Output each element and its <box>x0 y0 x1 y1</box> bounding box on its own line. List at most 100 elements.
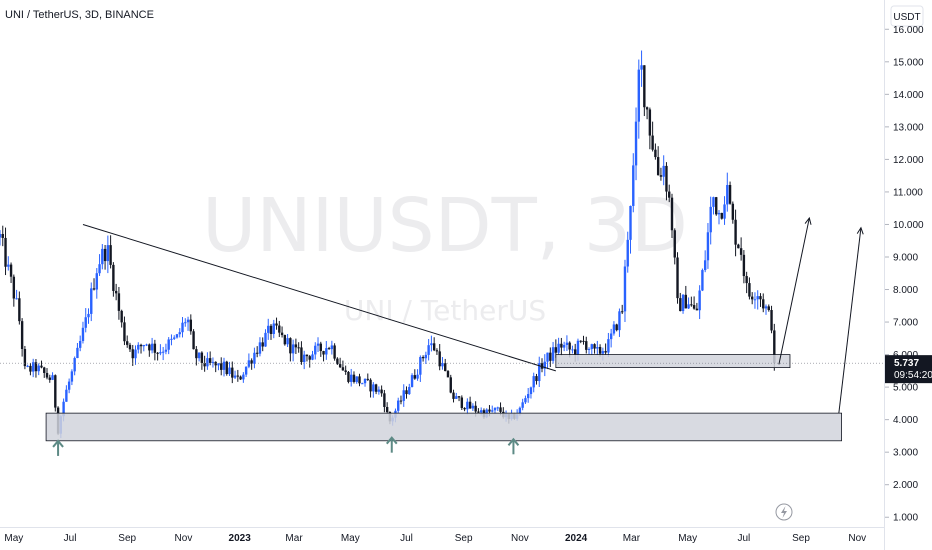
up-arrow-icon[interactable] <box>52 439 64 456</box>
candle <box>117 286 121 320</box>
candle <box>70 369 74 386</box>
candle <box>737 243 740 249</box>
candle <box>759 293 762 307</box>
currency-label[interactable]: USDT <box>890 5 924 27</box>
candle <box>452 389 455 403</box>
price-tick-label: 10.000 <box>893 220 924 231</box>
up-arrow-icon[interactable] <box>507 437 520 455</box>
candle <box>618 308 621 337</box>
candle <box>186 316 190 331</box>
candle <box>383 389 386 413</box>
candle <box>632 153 635 213</box>
plot-area[interactable] <box>0 50 776 439</box>
time-tick-label: May <box>4 533 23 544</box>
time-tick-label: Jul <box>400 533 413 544</box>
price-tick-label: 7.000 <box>893 318 918 329</box>
time-tick-label: Mar <box>623 533 641 544</box>
svg-text:USDT: USDT <box>893 12 920 23</box>
candle <box>325 341 328 360</box>
candle <box>549 347 552 367</box>
candle <box>372 382 375 398</box>
projection-arrow[interactable] <box>778 216 812 365</box>
candle <box>300 341 303 365</box>
time-tick-label: Nov <box>511 533 529 544</box>
candle <box>709 196 712 245</box>
candle <box>67 378 71 394</box>
candle <box>120 309 123 328</box>
candle <box>463 407 466 412</box>
candle <box>604 343 607 355</box>
candle <box>37 363 40 376</box>
time-tick-label: 2023 <box>229 533 252 544</box>
candle <box>103 245 107 270</box>
candle <box>73 356 76 376</box>
candle <box>728 181 732 205</box>
price-tick-label: 9.000 <box>893 252 918 263</box>
price-tick-label: 12.000 <box>893 155 924 166</box>
trendline[interactable] <box>82 223 556 372</box>
candle <box>593 343 596 354</box>
candle <box>676 252 679 304</box>
candle <box>421 355 425 362</box>
annotations <box>0 216 884 456</box>
candle <box>0 230 2 246</box>
price-tick-label: 15.000 <box>893 57 924 68</box>
candle <box>684 285 688 309</box>
up-arrow-icon[interactable] <box>385 436 398 453</box>
candle <box>214 361 217 373</box>
candle <box>15 289 18 300</box>
candle <box>156 352 159 361</box>
candle <box>203 355 206 372</box>
price-tick-label: 5.000 <box>893 383 918 394</box>
candle <box>311 350 314 361</box>
projection-arrow[interactable] <box>838 226 864 414</box>
lightning-bolt-icon[interactable] <box>775 503 793 521</box>
candle <box>181 317 184 338</box>
candle <box>449 374 452 394</box>
candle <box>316 337 320 352</box>
candle <box>302 350 306 370</box>
time-tick-label: 2024 <box>565 533 588 544</box>
support-zone[interactable] <box>45 412 842 442</box>
candle <box>314 342 317 360</box>
candle <box>369 378 372 398</box>
candle <box>145 343 148 347</box>
candle <box>687 297 690 309</box>
candle <box>258 337 262 357</box>
candle <box>12 274 16 307</box>
candle <box>239 375 242 380</box>
candle <box>557 337 560 355</box>
candle <box>690 296 693 307</box>
candle <box>377 386 381 395</box>
candle <box>170 334 173 346</box>
candle <box>142 344 145 352</box>
candle <box>184 318 187 327</box>
candle <box>341 360 345 371</box>
candle <box>659 167 663 181</box>
candle <box>571 345 574 354</box>
candle <box>123 316 126 346</box>
candle <box>31 358 35 378</box>
time-axis[interactable]: May Jul Sep Nov 2023 Mar May Jul Sep Nov 2024 Mar Ma… <box>4 533 866 544</box>
candle <box>457 396 461 402</box>
candle <box>20 318 24 357</box>
candle <box>723 196 726 225</box>
candle <box>538 356 541 387</box>
candle <box>698 285 701 320</box>
price-tick-label: 8.000 <box>893 285 918 296</box>
candle <box>9 262 13 283</box>
candle <box>225 360 228 376</box>
candle <box>211 357 215 368</box>
candle <box>455 392 458 399</box>
candle <box>726 172 729 212</box>
candle <box>762 293 765 313</box>
candle <box>48 374 51 383</box>
candle <box>84 308 87 333</box>
candle <box>305 354 309 362</box>
time-tick-label: Sep <box>118 533 136 544</box>
support-zone[interactable] <box>555 354 791 368</box>
candle <box>43 366 46 378</box>
price-axis[interactable]: 1.0002.0003.0004.0005.0006.0007.0008.000… <box>885 25 924 524</box>
candle <box>643 65 646 117</box>
